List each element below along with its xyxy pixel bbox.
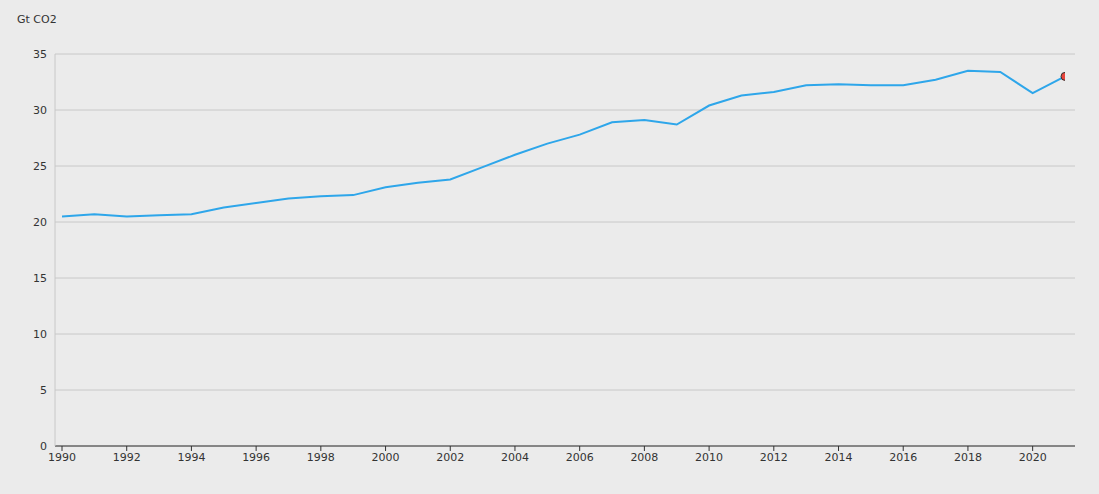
svg-text:2012: 2012 [760,451,788,464]
svg-text:2016: 2016 [889,451,917,464]
svg-text:5: 5 [40,384,47,397]
svg-text:2014: 2014 [825,451,853,464]
svg-text:2020: 2020 [1019,451,1047,464]
svg-text:0: 0 [40,440,47,453]
svg-text:1990: 1990 [48,451,76,464]
svg-text:20: 20 [33,216,47,229]
html-text:Gt CO2: Gt CO2 [17,13,57,26]
svg-text:35: 35 [33,48,47,61]
svg-text:1998: 1998 [307,451,335,464]
svg-text:1994: 1994 [177,451,205,464]
svg-text:2000: 2000 [372,451,400,464]
svg-text:15: 15 [33,272,47,285]
svg-text:25: 25 [33,160,47,173]
svg-text:30: 30 [33,104,47,117]
svg-text:2006: 2006 [566,451,594,464]
svg-text:2018: 2018 [954,451,982,464]
svg-text:1992: 1992 [113,451,141,464]
svg-text:2002: 2002 [436,451,464,464]
svg-text:2004: 2004 [501,451,529,464]
svg-text:2010: 2010 [695,451,723,464]
svg-text:2008: 2008 [630,451,658,464]
svg-text:10: 10 [33,328,47,341]
svg-text:1996: 1996 [242,451,270,464]
